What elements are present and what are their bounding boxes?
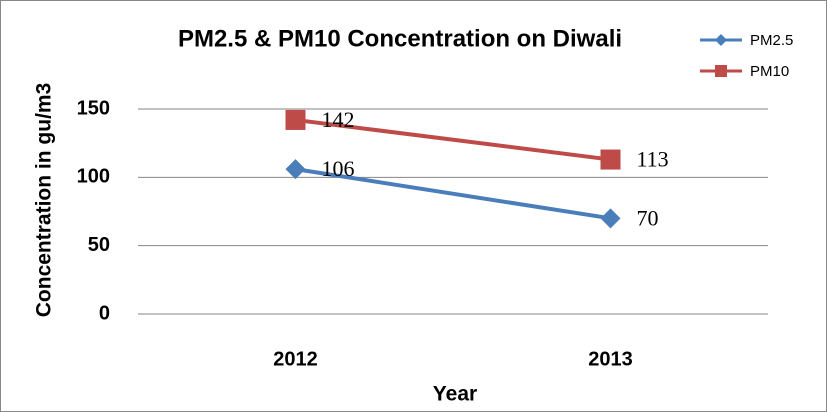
y-tick-label: 100 (77, 166, 110, 188)
legend-marker (715, 34, 727, 46)
marker (285, 109, 306, 130)
chart-title: PM2.5 & PM10 Concentration on Diwali (178, 25, 622, 52)
y-tick-label: 150 (77, 97, 110, 119)
data-label: 70 (637, 205, 659, 230)
y-tick-label: 0 (99, 302, 110, 324)
x-axis-title: Year (433, 383, 477, 406)
y-tick-label: 50 (88, 234, 110, 256)
data-label: 113 (637, 147, 669, 172)
marker (600, 149, 621, 170)
legend-label: PM2.5 (750, 32, 793, 49)
legend-marker (715, 65, 727, 77)
x-tick-label: 2012 (273, 348, 318, 370)
series-line (295, 117, 611, 162)
marker (600, 208, 621, 229)
y-axis-title: Concentration in gu/m3 (33, 83, 56, 318)
data-label: 106 (322, 156, 355, 181)
series-line (295, 167, 611, 221)
marker (285, 159, 306, 180)
x-tick-label: 2013 (588, 348, 633, 370)
legend-label: PM10 (750, 63, 789, 80)
data-label: 142 (322, 107, 355, 132)
